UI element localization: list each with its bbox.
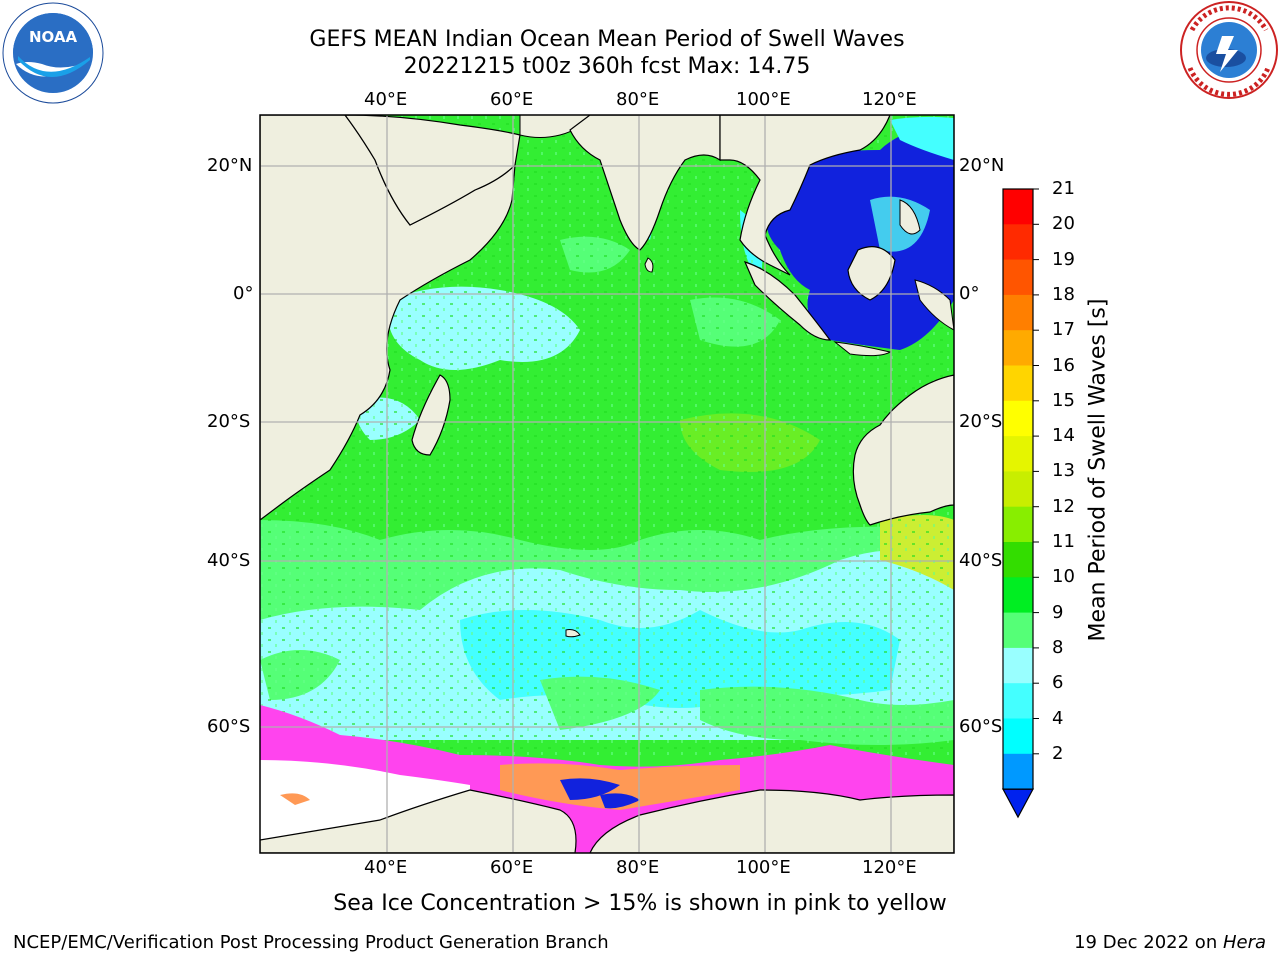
colorbar-segment: [1003, 577, 1033, 614]
colorbar-segment: [1003, 365, 1033, 402]
map-gridlines: [260, 115, 954, 853]
colorbar-segment: [1003, 506, 1033, 543]
antarctica-west: [260, 789, 577, 853]
lat-label-right: 60°S: [959, 716, 1003, 737]
colorbar-segment: [1003, 471, 1033, 508]
colorbar-tick-label: 6: [1052, 672, 1064, 694]
map-frame: [259, 114, 955, 854]
colorbar-segment: [1003, 400, 1033, 437]
colorbar-segment: [1003, 224, 1033, 261]
nws-logo-icon: [1180, 1, 1278, 99]
lat-label-left: 20°S: [207, 411, 251, 432]
noaa-logo-icon: NOAA: [2, 2, 104, 104]
colorbar-segment: [1003, 753, 1033, 790]
footer-date-text: 19 Dec 2022 on: [1074, 932, 1223, 953]
colorbar-segment: [1003, 189, 1033, 225]
colorbar-segment: [1003, 294, 1033, 331]
footer-branch: NCEP/EMC/Verification Post Processing Pr…: [13, 932, 609, 953]
footer-date: 19 Dec 2022 on Hera: [1074, 932, 1266, 953]
sea-ice-caption: Sea Ice Concentration > 15% is shown in …: [333, 891, 947, 916]
colorbar-tick-label: 8: [1052, 636, 1064, 658]
antarctica-east: [589, 789, 954, 853]
lat-label-right: 20°N: [959, 155, 1005, 176]
colorbar-tick-label: 18: [1052, 283, 1075, 305]
colorbar-tick-label: 17: [1052, 319, 1075, 341]
sumatra-landmass: [743, 261, 832, 341]
lat-label-left: 20°N: [207, 155, 253, 176]
colorbar-tick-label: 14: [1052, 425, 1075, 447]
lon-label-bottom: 120°E: [862, 857, 917, 878]
colorbar-segment: [1003, 647, 1033, 684]
lon-label-bottom: 60°E: [490, 857, 534, 878]
colorbar-segment: [1003, 542, 1033, 578]
lat-label-left: 0°: [233, 283, 254, 304]
colorbar-tick-label: 11: [1052, 531, 1075, 552]
lon-label-top: 40°E: [364, 89, 408, 110]
colorbar-tick-label: 10: [1052, 566, 1075, 588]
colorbar-segment: [1003, 612, 1033, 649]
colorbar-segment: [1003, 718, 1033, 755]
chart-subtitle: 20221215 t00z 360h fcst Max: 14.75: [403, 54, 811, 79]
colorbar-tick-label: 9: [1052, 601, 1064, 623]
lon-label-bottom: 100°E: [736, 857, 791, 878]
lat-label-left: 40°S: [207, 550, 251, 571]
colorbar-tick-label: 16: [1052, 354, 1075, 376]
colorbar-tick-label: 4: [1052, 707, 1064, 729]
colorbar-segment: [1003, 436, 1033, 472]
colorbar-tick-label: 2: [1052, 742, 1064, 764]
borneo-landmass: [847, 246, 896, 301]
lon-label-top: 80°E: [616, 89, 660, 110]
colorbar-segment: [1003, 330, 1033, 366]
madagascar-landmass: [411, 374, 451, 456]
colorbar-tick-label: 15: [1052, 389, 1075, 411]
lat-label-right: 20°S: [959, 411, 1003, 432]
arabia-landmass: [344, 115, 521, 226]
lon-label-bottom: 40°E: [364, 857, 408, 878]
colorbar-tick-label: 19: [1052, 248, 1075, 270]
deep-blue-region: [766, 118, 954, 350]
lat-label-right: 0°: [959, 283, 980, 304]
colorbar-segment: [1003, 259, 1033, 296]
lon-label-top: 120°E: [862, 89, 917, 110]
footer-machine: Hera: [1222, 932, 1266, 953]
southeast-asia-landmass: [719, 115, 891, 276]
lon-label-bottom: 80°E: [616, 857, 660, 878]
lon-label-top: 60°E: [490, 89, 534, 110]
lat-label-left: 60°S: [207, 716, 251, 737]
colorbar: [1001, 188, 1039, 819]
india-landmass: [569, 115, 721, 251]
chart-title: GEFS MEAN Indian Ocean Mean Period of Sw…: [309, 27, 905, 52]
lat-label-right: 40°S: [959, 550, 1003, 571]
noaa-logo-text: NOAA: [29, 28, 78, 46]
lon-label-top: 100°E: [736, 89, 791, 110]
colorbar-title: Mean Period of Swell Waves [s]: [1085, 298, 1111, 642]
colorbar-tick-label: 20: [1052, 213, 1075, 235]
colorbar-tick-label: 21: [1052, 178, 1075, 199]
map-area: [260, 115, 954, 853]
colorbar-tick-label: 13: [1052, 460, 1075, 482]
australia-landmass: [852, 374, 954, 526]
colorbar-segment: [1003, 683, 1033, 719]
colorbar-frame: [1002, 188, 1034, 790]
colorbar-extend-triangle: [1001, 788, 1035, 819]
colorbar-tick-label: 12: [1052, 495, 1075, 517]
